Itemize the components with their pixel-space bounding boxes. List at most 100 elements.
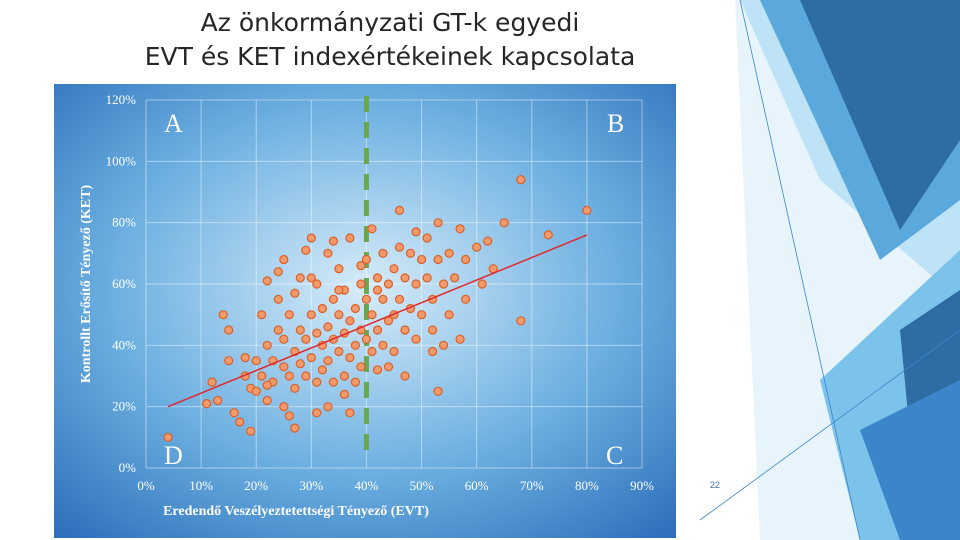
data-point xyxy=(301,371,311,381)
data-point xyxy=(367,224,377,234)
data-point xyxy=(339,389,349,399)
x-tick-label: 50% xyxy=(410,478,434,493)
data-point xyxy=(284,411,294,421)
data-point xyxy=(400,325,410,335)
data-point xyxy=(279,254,289,265)
data-point xyxy=(279,334,289,344)
data-point xyxy=(334,310,344,320)
data-point xyxy=(306,233,316,243)
data-point xyxy=(472,242,482,252)
data-point xyxy=(262,380,272,390)
deco-bottom-mid xyxy=(860,380,960,540)
data-point xyxy=(417,254,427,265)
data-point xyxy=(323,402,333,412)
data-point xyxy=(279,362,289,372)
data-point xyxy=(246,426,256,436)
data-point xyxy=(284,371,294,381)
data-point xyxy=(334,285,344,295)
data-point xyxy=(240,353,250,363)
data-point xyxy=(516,316,526,326)
data-point xyxy=(444,248,454,258)
data-point xyxy=(461,254,471,265)
data-point xyxy=(433,218,443,228)
data-point xyxy=(218,310,228,320)
data-point xyxy=(372,285,383,295)
x-axis-label: Eredendő Veszélyeztetettségi Tényező (EV… xyxy=(163,504,429,519)
y-tick-label: 100% xyxy=(106,153,137,168)
data-point xyxy=(323,322,333,332)
slide-title-line2: EVT és KET indexértékeinek kapcsolata xyxy=(144,42,636,71)
data-point xyxy=(273,267,283,277)
data-point xyxy=(543,230,553,240)
data-point xyxy=(163,432,173,442)
data-point xyxy=(328,294,338,304)
data-point xyxy=(405,248,416,258)
data-point xyxy=(295,273,305,283)
data-point xyxy=(251,386,261,396)
data-point xyxy=(345,353,355,363)
data-point xyxy=(444,310,454,320)
data-point xyxy=(235,417,245,427)
data-point xyxy=(257,310,267,320)
data-point xyxy=(350,340,360,350)
data-point xyxy=(394,205,405,216)
data-point xyxy=(433,254,443,265)
y-tick-label: 0% xyxy=(119,460,137,475)
data-point xyxy=(455,224,465,234)
data-point xyxy=(372,273,383,283)
data-point xyxy=(361,294,371,304)
data-point xyxy=(361,334,371,344)
data-point xyxy=(306,353,316,363)
data-point xyxy=(207,377,217,387)
x-tick-label: 10% xyxy=(189,478,213,493)
data-point xyxy=(334,264,344,274)
data-point xyxy=(450,273,460,283)
data-point xyxy=(356,362,366,372)
data-point xyxy=(422,273,432,283)
quadrant-label-d: D xyxy=(164,441,183,470)
data-point xyxy=(356,279,366,289)
data-point xyxy=(273,325,283,335)
data-point xyxy=(477,279,487,289)
x-tick-label: 40% xyxy=(355,478,379,493)
data-point xyxy=(312,377,322,387)
y-axis-label: Kontrollt Erősítő Tényező (KET) xyxy=(79,185,94,384)
x-tick-label: 30% xyxy=(299,478,323,493)
data-point xyxy=(582,205,592,216)
slide-title-line1: Az önkormányzati GT-k egyedi xyxy=(200,8,580,37)
y-tick-label: 80% xyxy=(112,215,136,230)
data-point xyxy=(345,408,355,418)
data-point xyxy=(229,408,239,418)
data-point xyxy=(328,377,338,387)
data-point xyxy=(323,356,333,366)
data-point xyxy=(400,273,410,283)
y-tick-label: 60% xyxy=(112,276,136,291)
data-point xyxy=(378,294,388,304)
data-point xyxy=(334,346,344,357)
data-point xyxy=(417,310,427,320)
data-point xyxy=(290,423,300,433)
quadrant-label-c: C xyxy=(606,441,623,470)
data-point xyxy=(383,362,394,372)
data-point xyxy=(279,402,289,412)
data-point xyxy=(411,227,421,237)
data-point xyxy=(516,175,526,185)
data-point xyxy=(411,279,421,289)
data-point xyxy=(262,395,272,406)
deco-line xyxy=(699,329,960,521)
data-point xyxy=(350,377,360,387)
data-point xyxy=(251,356,261,366)
data-point xyxy=(378,248,388,258)
data-point xyxy=(295,359,305,369)
data-point xyxy=(367,346,377,357)
data-point xyxy=(213,395,223,406)
data-point xyxy=(224,325,234,335)
x-tick-label: 0% xyxy=(137,478,155,493)
data-point xyxy=(461,294,471,304)
page-number: 22 xyxy=(709,480,720,490)
data-point xyxy=(433,386,443,396)
deco-dark-band xyxy=(800,0,960,230)
data-point xyxy=(262,276,272,286)
x-tick-label: 20% xyxy=(244,478,268,493)
quadrant-label-b: B xyxy=(607,109,624,138)
